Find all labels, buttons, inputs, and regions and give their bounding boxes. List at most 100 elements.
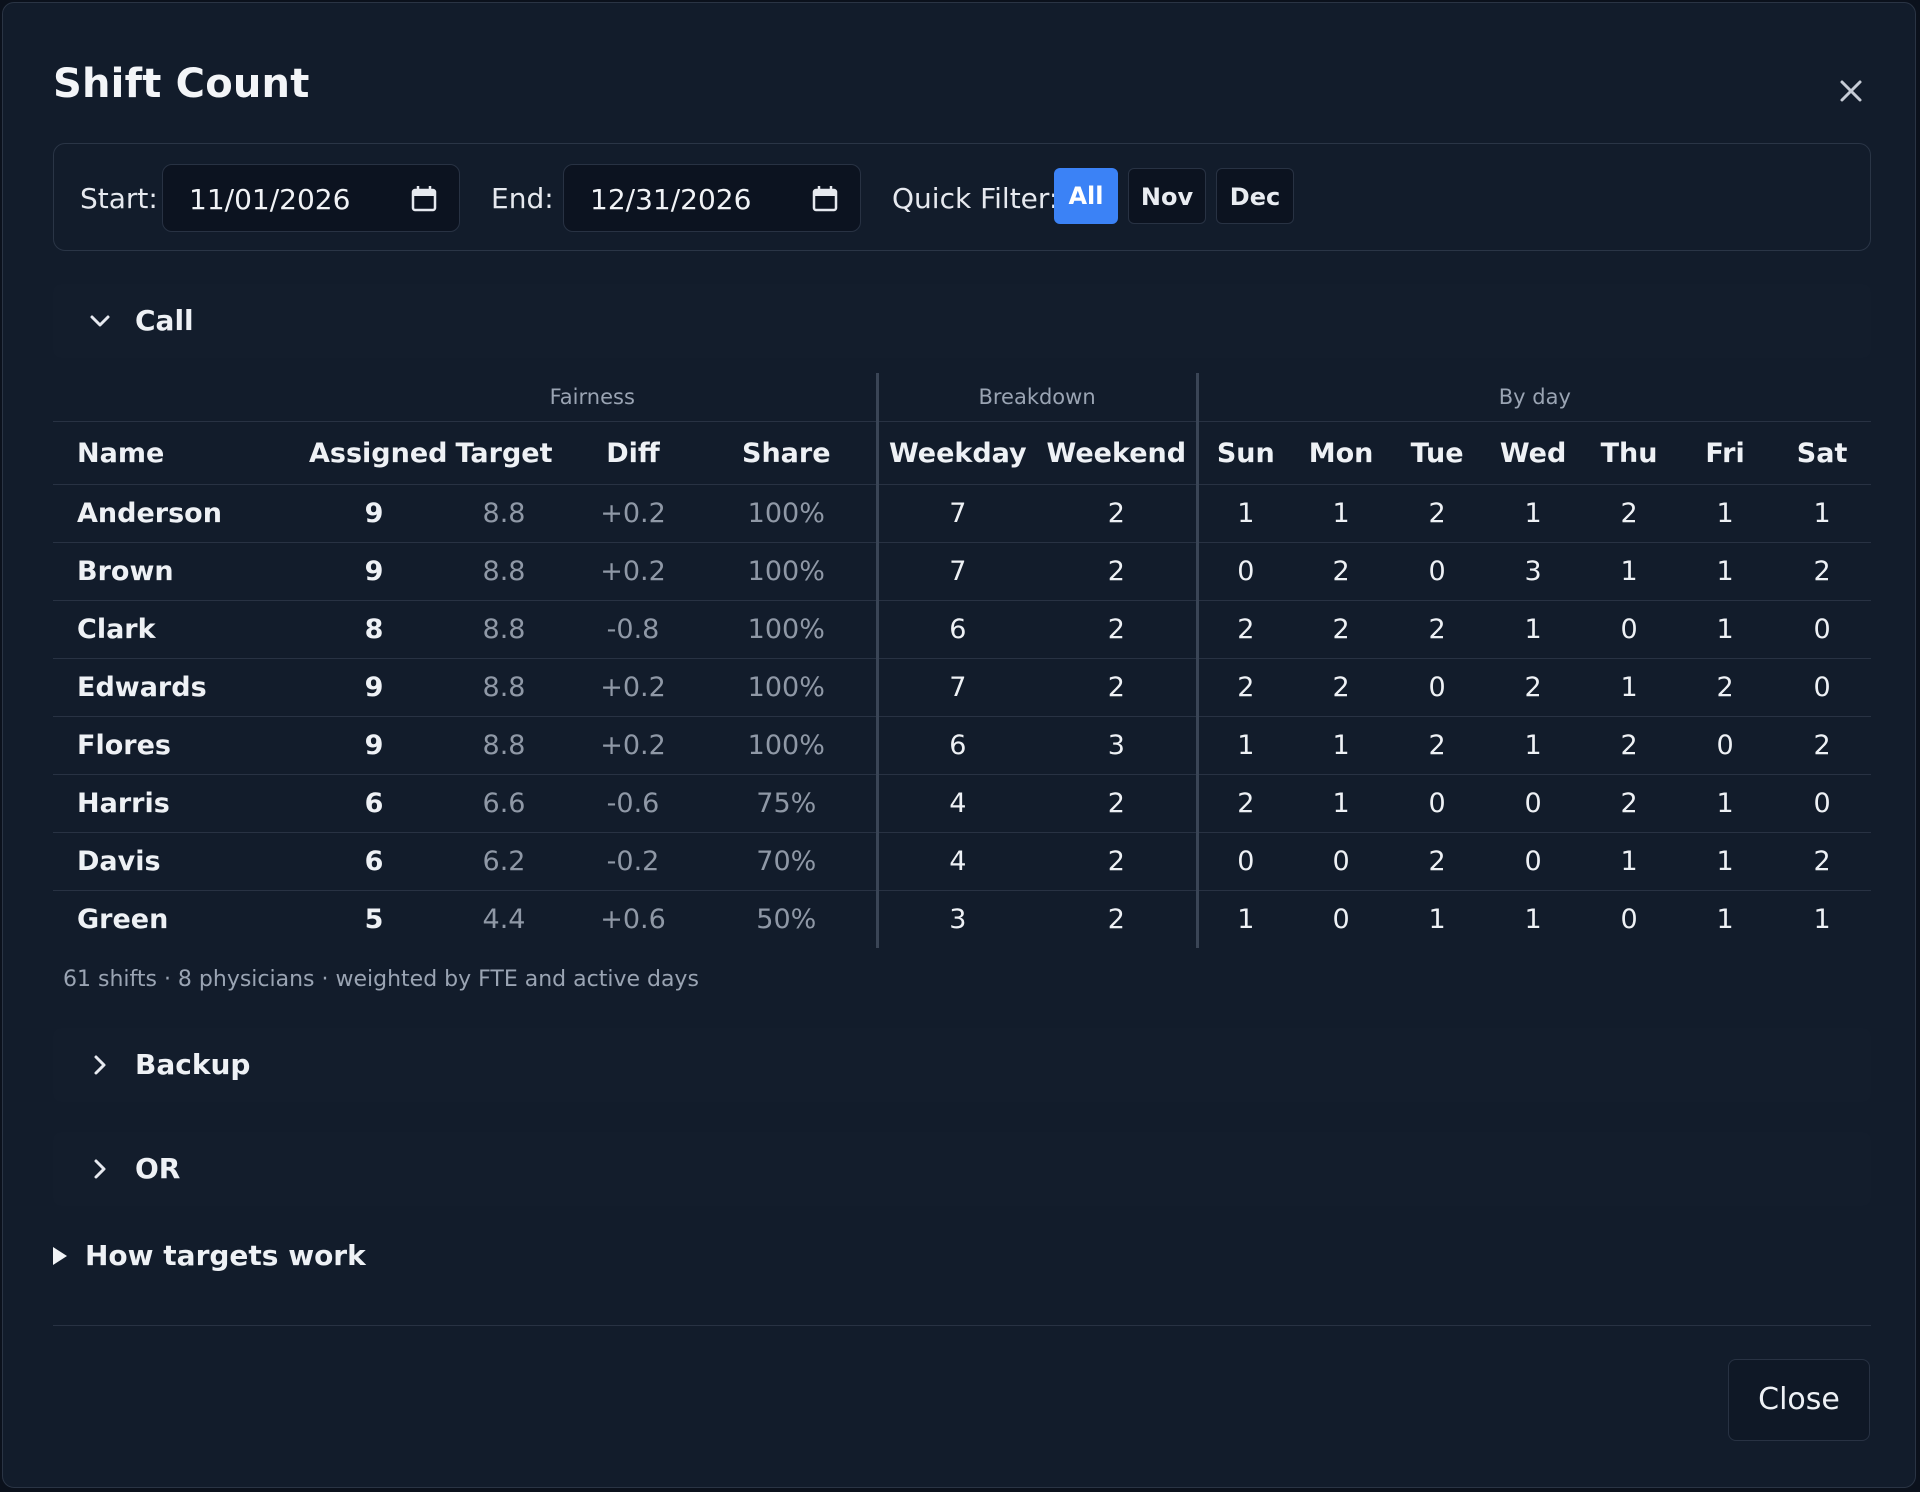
cell-wed: 1 — [1524, 904, 1542, 935]
cell-assigned: 9 — [309, 658, 439, 717]
cell-fri: 1 — [1716, 904, 1734, 935]
group-header-fairness: Fairness — [309, 373, 879, 422]
table-row: Brown 9 8.8 +0.2 100% 7 2 0 2 0 3 1 1 2 — [53, 542, 1872, 601]
cell-name: Flores — [53, 716, 309, 775]
table-row: Flores 9 8.8 +0.2 100% 6 3 1 1 2 1 2 0 2 — [53, 716, 1872, 775]
cell-sun: 2 — [1197, 658, 1294, 717]
cell-thu: 2 — [1581, 484, 1678, 543]
quick-filter-nov-button[interactable]: Nov — [1128, 168, 1206, 224]
cell-wed: 1 — [1485, 484, 1582, 543]
cell-share: 70% — [697, 832, 879, 891]
end-date-value: 12/31/2026 — [590, 183, 752, 216]
cell-weekend: 3 — [1037, 716, 1199, 775]
column-header-weekend: Weekend — [1037, 421, 1199, 485]
cell-sat: 1 — [1813, 904, 1831, 935]
close-icon — [1840, 80, 1862, 102]
cell-target: 6.2 — [439, 832, 569, 891]
cell-tue: 0 — [1389, 542, 1486, 601]
call-table-wrap: Fairness Breakdown By day Name Assigned Ta… — [53, 373, 1872, 948]
table-row: Davis 6 6.2 -0.2 70% 4 2 0 0 2 0 1 1 2 — [53, 832, 1872, 891]
cell-sun: 1 — [1197, 716, 1294, 775]
cell-assigned: 9 — [309, 484, 439, 543]
cell-weekend: 2 — [1037, 832, 1199, 891]
start-date-value: 11/01/2026 — [189, 183, 351, 216]
section-call-header[interactable]: Call — [53, 284, 1871, 358]
column-header-share: Share — [697, 421, 879, 485]
cell-share: 100% — [697, 716, 879, 775]
cell-name: Brown — [53, 542, 309, 601]
cell-fri: 1 — [1677, 774, 1774, 833]
group-header-by-day: By day — [1197, 373, 1872, 422]
cell-wed: 1 — [1485, 716, 1582, 775]
cell-thu: 1 — [1581, 658, 1678, 717]
cell-sat: 2 — [1773, 716, 1872, 775]
cell-diff: +0.2 — [569, 542, 697, 601]
cell-share: 75% — [697, 774, 879, 833]
quick-filter-all-button[interactable]: All — [1054, 168, 1118, 224]
cell-weekend: 2 — [1037, 890, 1199, 948]
cell-sun: 2 — [1197, 774, 1294, 833]
column-header-name: Name — [53, 421, 309, 485]
close-button[interactable]: Close — [1728, 1359, 1870, 1441]
calendar-icon[interactable] — [411, 185, 437, 213]
cell-weekday: 7 — [877, 484, 1038, 543]
cell-thu: 1 — [1581, 542, 1678, 601]
close-x-button[interactable] — [1833, 73, 1869, 109]
cell-wed: 2 — [1485, 658, 1582, 717]
column-header-fri: Fri — [1677, 421, 1774, 485]
cell-weekend: 2 — [1037, 658, 1199, 717]
cell-mon: 2 — [1293, 542, 1390, 601]
cell-fri: 1 — [1677, 484, 1774, 543]
cell-fri: 1 — [1677, 832, 1774, 891]
cell-fri: 1 — [1677, 542, 1774, 601]
cell-diff: +0.2 — [569, 484, 697, 543]
table-row: Green 5 4.4 +0.6 50% 3 2 1 0 1 1 0 1 1 — [53, 890, 1871, 948]
cell-wed: 0 — [1485, 832, 1582, 891]
group-header-breakdown: Breakdown — [877, 373, 1199, 422]
how-targets-work-label: How targets work — [85, 1239, 366, 1272]
call-shift-table: Fairness Breakdown By day Name Assigned Ta… — [53, 373, 1872, 948]
cell-assigned: 9 — [309, 542, 439, 601]
cell-assigned: 6 — [309, 774, 439, 833]
cell-weekend: 2 — [1037, 542, 1199, 601]
calendar-icon[interactable] — [812, 185, 838, 213]
cell-fri: 1 — [1677, 600, 1774, 659]
cell-tue: 0 — [1389, 774, 1486, 833]
cell-target: 8.8 — [439, 542, 569, 601]
section-backup-header[interactable]: Backup — [53, 1028, 1871, 1102]
column-header-target: Target — [439, 421, 569, 485]
cell-name: Green — [77, 904, 169, 935]
cell-mon: 2 — [1293, 658, 1390, 717]
cell-assigned: 9 — [309, 716, 439, 775]
cell-target: 8.8 — [439, 658, 569, 717]
cell-tue: 0 — [1389, 658, 1486, 717]
disclosure-triangle-icon — [53, 1247, 67, 1265]
cell-name: Anderson — [53, 484, 309, 543]
cell-target: 4.4 — [482, 904, 526, 935]
cell-fri: 2 — [1677, 658, 1774, 717]
quick-filter-label: Quick Filter: — [892, 182, 1059, 215]
cell-assigned: 6 — [309, 832, 439, 891]
cell-wed: 1 — [1485, 600, 1582, 659]
chevron-down-icon — [90, 315, 110, 327]
section-or-header[interactable]: OR — [53, 1132, 1871, 1206]
call-summary: 61 shifts · 8 physicians · weighted by F… — [63, 967, 699, 992]
cell-sun: 1 — [1237, 904, 1255, 935]
end-date-input[interactable]: 12/31/2026 — [563, 164, 861, 232]
end-label: End: — [491, 182, 554, 215]
cell-sun: 1 — [1197, 484, 1294, 543]
cell-weekday: 4 — [877, 774, 1038, 833]
cell-diff: -0.6 — [569, 774, 697, 833]
cell-name: Edwards — [53, 658, 309, 717]
cell-weekday: 4 — [877, 832, 1038, 891]
cell-thu: 0 — [1620, 904, 1638, 935]
column-header-tue: Tue — [1389, 421, 1486, 485]
start-label: Start: — [80, 182, 158, 215]
cell-share: 50% — [697, 890, 879, 948]
cell-weekend: 2 — [1037, 600, 1199, 659]
cell-assigned: 8 — [309, 600, 439, 659]
start-date-input[interactable]: 11/01/2026 — [162, 164, 460, 232]
cell-target: 8.8 — [439, 484, 569, 543]
cell-thu: 0 — [1581, 600, 1678, 659]
quick-filter-dec-button[interactable]: Dec — [1216, 168, 1294, 224]
